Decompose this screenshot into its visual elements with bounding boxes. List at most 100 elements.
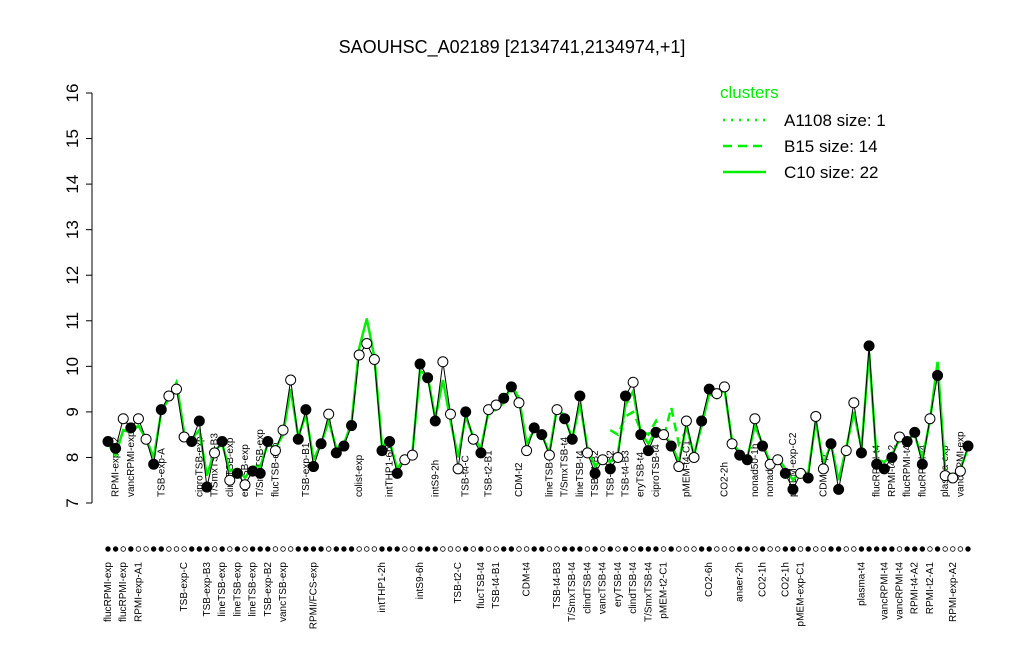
sample-strip-dot — [348, 546, 355, 552]
sample-point — [231, 467, 243, 479]
sample-strip-dot — [896, 546, 903, 552]
sample-point — [543, 449, 555, 461]
sample-strip-dot — [904, 546, 910, 552]
category-label-bottom: TSB-t4-B1 — [491, 562, 502, 609]
category-label-top: ciproTSB-t4 — [651, 444, 662, 497]
sample-point — [444, 408, 456, 420]
sample-strip-dot — [599, 546, 606, 552]
sample-point — [757, 440, 769, 452]
sample-point — [901, 436, 913, 447]
sample-strip-dot — [592, 546, 598, 552]
sample-strip-dot — [173, 546, 180, 552]
category-label-bottom: TSB-exp-C — [179, 562, 190, 611]
sample-point — [132, 413, 144, 425]
sample-strip-dot — [942, 546, 948, 552]
category-label-top: RPMI-t4-A2 — [887, 444, 898, 497]
sample-strip-dot — [204, 546, 210, 552]
sample-strip-dot — [660, 546, 667, 552]
sample-strip-dot — [303, 546, 309, 552]
category-label-bottom: eryTSB-t4 — [613, 562, 624, 607]
sample-point — [840, 445, 852, 457]
category-label-bottom: intS9-6h — [415, 562, 426, 599]
sample-point — [323, 408, 335, 420]
category-label-bottom: flucRPMI-exp — [118, 562, 129, 622]
sample-point — [528, 422, 540, 434]
sample-point — [186, 436, 198, 447]
category-label-top: CDM-exp — [818, 454, 829, 497]
category-label-top: CO2-2h — [719, 462, 730, 497]
sample-point — [292, 433, 304, 445]
sample-point — [916, 458, 928, 470]
sample-point — [125, 422, 137, 434]
sample-point — [414, 358, 426, 370]
sample-strip-dot — [143, 546, 149, 552]
sample-point — [148, 458, 160, 470]
sample-point — [384, 436, 396, 447]
category-label-top: nonad50-1h — [750, 444, 761, 497]
y-tick-label: 15 — [63, 129, 82, 148]
sample-strip-dot — [790, 546, 796, 552]
sample-strip-dot — [813, 546, 819, 552]
sample-point — [475, 447, 487, 459]
sample-point — [779, 467, 791, 479]
category-label-top: TSB-t2-B1 — [484, 450, 495, 497]
sample-strip-dot — [135, 546, 142, 552]
category-label-bottom: TSB-exp-B3 — [202, 562, 213, 617]
sample-strip-dot — [356, 546, 362, 552]
sample-strip-dot — [843, 546, 849, 552]
sample-point — [954, 465, 966, 477]
sample-strip-dot — [615, 546, 621, 552]
sample-point — [855, 447, 867, 459]
y-tick-label: 14 — [63, 175, 82, 194]
sample-strip-dot — [455, 546, 461, 552]
category-label-top: eryTSB-t4 — [636, 452, 647, 497]
category-label-bottom: CDM-t4 — [522, 562, 533, 597]
sample-point — [863, 340, 875, 352]
sample-point — [833, 483, 845, 495]
sample-point — [429, 415, 441, 427]
category-label-bottom: vancRPMI-t4 — [879, 562, 890, 620]
category-label-top: flucTSB-exp — [270, 442, 281, 497]
sample-strip-dot — [501, 546, 507, 552]
sample-point — [620, 390, 632, 402]
category-label-bottom: pMEM-t2-C1 — [659, 562, 670, 619]
sample-strip-dot — [417, 546, 423, 552]
sample-strip-dot — [470, 546, 477, 552]
sample-point — [452, 463, 464, 475]
category-label-top: TSB-exp-A — [156, 448, 167, 497]
category-label-bottom: vancTSB-exp — [278, 562, 289, 622]
legend-label: A1108 size: 1 — [784, 111, 886, 130]
category-label-bottom: TSB-t2-C — [453, 562, 464, 604]
sample-point — [536, 429, 548, 441]
sample-point — [353, 349, 365, 361]
sample-point — [718, 381, 730, 393]
sample-strip-dot — [478, 546, 484, 552]
sample-strip-dot — [440, 546, 446, 552]
sample-point — [110, 442, 122, 454]
sample-strip-dot — [645, 546, 652, 552]
category-label-bottom: RPMI-t4-A2 — [910, 562, 921, 615]
sample-strip-dot — [189, 546, 195, 552]
sample-strip-dot — [333, 546, 340, 552]
sample-point — [239, 479, 251, 491]
sample-point — [391, 467, 403, 479]
series-line — [107, 342, 969, 491]
sample-point — [521, 445, 533, 457]
sample-point — [376, 445, 388, 457]
sample-strip-dot — [508, 546, 515, 552]
sample-point — [285, 374, 297, 386]
category-label-top: lineTSB-t4 — [544, 450, 555, 497]
sample-point — [581, 447, 593, 459]
sample-strip-dot — [691, 546, 697, 552]
sample-strip-dot — [257, 546, 263, 552]
category-label-top: pMEM-t4-C1 — [681, 440, 692, 497]
sample-strip-dot — [150, 546, 157, 552]
category-label-bottom: clindTSB-t4 — [582, 562, 593, 614]
sample-strip-dot — [889, 546, 895, 552]
category-label-top: CDM-t2 — [514, 462, 525, 497]
sample-strip-dot — [622, 546, 629, 552]
category-label-top: clindTSB-exp — [225, 437, 236, 497]
sample-point — [665, 440, 677, 452]
sample-point — [551, 404, 563, 416]
